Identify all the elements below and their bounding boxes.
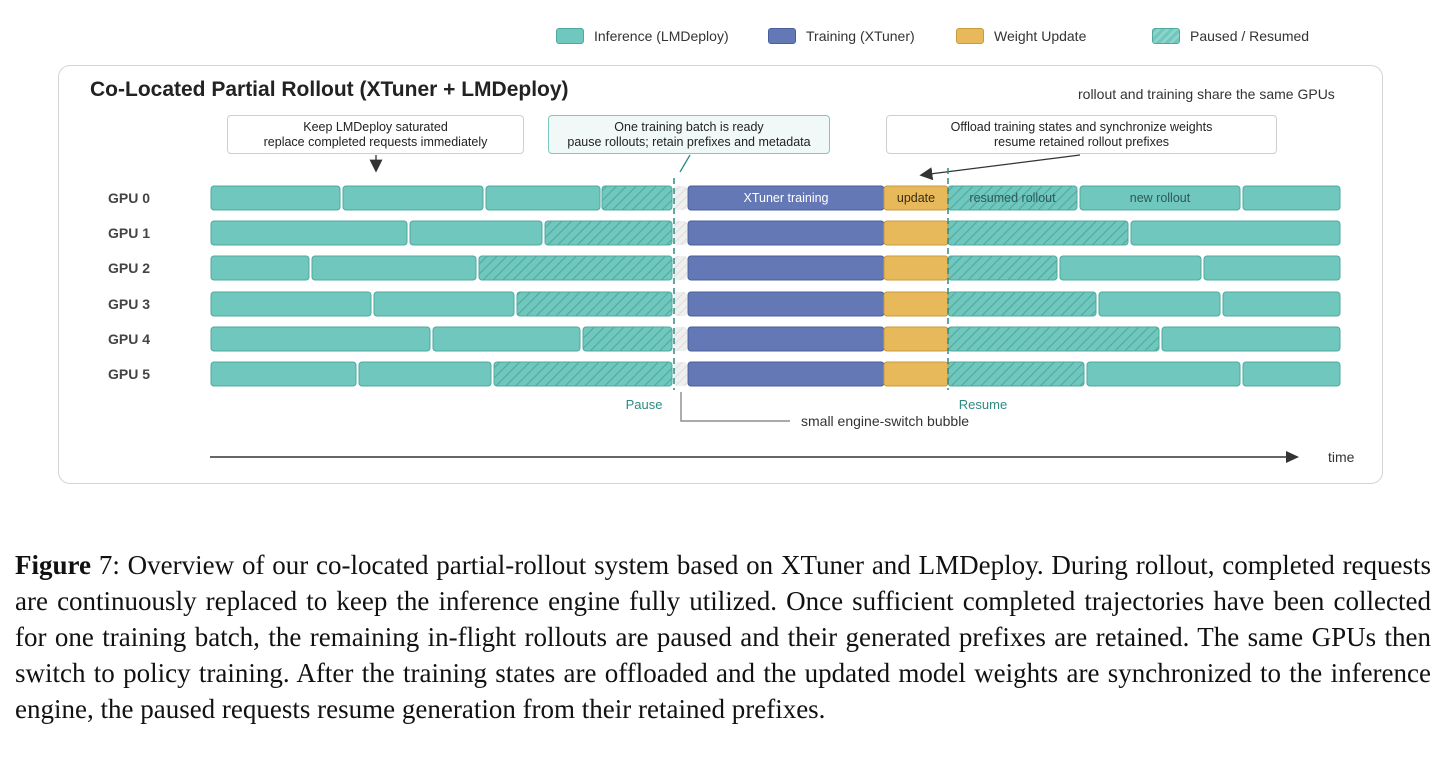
callout-line: Keep LMDeploy saturated	[303, 120, 448, 134]
inference-segment	[1086, 361, 1241, 387]
update-label: update	[897, 191, 935, 205]
caption-text: Overview of our co-located partial-rollo…	[15, 550, 1432, 724]
inference-segment	[210, 326, 431, 352]
engine-switch-bubble	[674, 362, 687, 386]
paused-rollout-segment	[582, 326, 673, 352]
legend-label: Paused / Resumed	[1190, 28, 1310, 44]
inference-segment	[432, 326, 581, 352]
inference-segment	[1130, 220, 1341, 246]
inference-segment	[1203, 255, 1341, 281]
bubble-label: small engine-switch bubble	[801, 413, 969, 429]
callout-line: resume retained rollout prefixes	[993, 135, 1170, 149]
paused-rollout-segment	[516, 291, 673, 317]
callout-pause: One training batch is ready pause rollou…	[548, 115, 830, 154]
paused-rollout-segment	[947, 326, 1160, 352]
legend-swatch-training	[768, 28, 796, 44]
engine-switch-bubble	[674, 327, 687, 351]
figure-caption: Figure 7: Overview of our co-located par…	[15, 547, 1431, 727]
gpu-label-3: GPU 3	[108, 296, 151, 312]
weight-update-segment	[883, 255, 949, 281]
resume-label: Resume	[959, 397, 1007, 412]
legend-swatch-paused-resumed	[1152, 28, 1180, 44]
gpu-rows: resumed rollout new rollout	[210, 185, 1341, 387]
inference-segment	[210, 255, 310, 281]
weight-update-segment	[883, 326, 949, 352]
engine-switch-bubble	[674, 221, 687, 245]
paused-rollout-segment	[601, 185, 673, 211]
gpu-label-2: GPU 2	[108, 260, 151, 276]
inference-segment	[342, 185, 484, 211]
share-note: rollout and training share the same GPUs	[1078, 86, 1335, 102]
inference-segment	[311, 255, 477, 281]
legend-label: Inference (LMDeploy)	[594, 28, 729, 44]
paused-rollout-segment	[947, 361, 1085, 387]
paused-rollout-segment	[544, 220, 673, 246]
inference-segment	[210, 291, 372, 317]
training-label: XTuner training	[744, 191, 829, 205]
timeline-diagram: resumed rollout new rollout XTuner traini…	[210, 154, 1355, 465]
paused-rollout-segment	[947, 255, 1058, 281]
diagram-title: Co-Located Partial Rollout (XTuner + LMD…	[90, 78, 569, 101]
weight-update-segment	[883, 291, 949, 317]
weight-update-segment	[883, 361, 949, 387]
engine-switch-bubble	[674, 292, 687, 316]
resumed-rollout-label: resumed rollout	[969, 191, 1056, 205]
training-segment	[687, 361, 885, 387]
inference-segment	[210, 220, 408, 246]
callout-arrow	[679, 154, 691, 173]
paused-rollout-segment	[478, 255, 673, 281]
inference-segment	[485, 185, 601, 211]
inference-segment	[1222, 291, 1341, 317]
inference-segment	[1079, 185, 1241, 211]
new-rollout-label: new rollout	[1130, 191, 1191, 205]
inference-segment	[1242, 361, 1341, 387]
time-axis-label: time	[1328, 449, 1355, 465]
legend-label: Weight Update	[994, 28, 1087, 44]
callout-line: Offload training states and synchronize …	[950, 120, 1213, 134]
training-segment	[687, 326, 885, 352]
callout-line: pause rollouts; retain prefixes and meta…	[567, 135, 811, 149]
training-segment	[687, 291, 885, 317]
inference-segment	[409, 220, 543, 246]
gpu-label-5: GPU 5	[108, 366, 151, 382]
paused-rollout-segment	[947, 291, 1097, 317]
callout-arrow	[919, 154, 1081, 181]
callout-line: replace completed requests immediately	[263, 135, 488, 149]
gpu-label-1: GPU 1	[108, 225, 151, 241]
legend-label: Training (XTuner)	[806, 28, 915, 44]
legend-item-inference: Inference (LMDeploy)	[556, 26, 729, 46]
weight-update-segment	[883, 220, 949, 246]
inference-segment	[210, 185, 341, 211]
callout-line: One training batch is ready	[614, 120, 764, 134]
training-segment	[687, 220, 885, 246]
inference-segment	[1098, 291, 1221, 317]
inference-segment	[1059, 255, 1202, 281]
inference-segment	[1161, 326, 1341, 352]
pause-label: Pause	[626, 397, 663, 412]
gpu-label-4: GPU 4	[108, 331, 151, 347]
caption-number: 7:	[98, 550, 120, 580]
legend-swatch-inference	[556, 28, 584, 44]
training-segment	[687, 255, 885, 281]
legend-item-paused-resumed: Paused / Resumed	[1152, 26, 1309, 46]
legend-swatch-weight-update	[956, 28, 984, 44]
phase-blocks: XTuner training update	[687, 185, 949, 387]
engine-switch-bubble	[674, 256, 687, 280]
engine-switch-bubble	[674, 186, 687, 210]
caption-label: Figure	[15, 550, 91, 580]
callout-resume: Offload training states and synchronize …	[886, 115, 1277, 154]
time-axis-arrowhead	[1286, 451, 1299, 463]
inference-segment	[373, 291, 515, 317]
gpu-label-0: GPU 0	[108, 190, 151, 206]
inference-segment	[358, 361, 492, 387]
paused-rollout-segment	[493, 361, 673, 387]
inference-segment	[1242, 185, 1341, 211]
legend: Inference (LMDeploy) Training (XTuner) W…	[0, 0, 1446, 60]
legend-item-weight-update: Weight Update	[956, 26, 1086, 46]
legend-item-training: Training (XTuner)	[768, 26, 915, 46]
inference-segment	[210, 361, 357, 387]
paused-rollout-segment	[947, 220, 1129, 246]
bubble-leader-line	[680, 392, 790, 422]
callout-saturate: Keep LMDeploy saturated replace complete…	[227, 115, 524, 154]
